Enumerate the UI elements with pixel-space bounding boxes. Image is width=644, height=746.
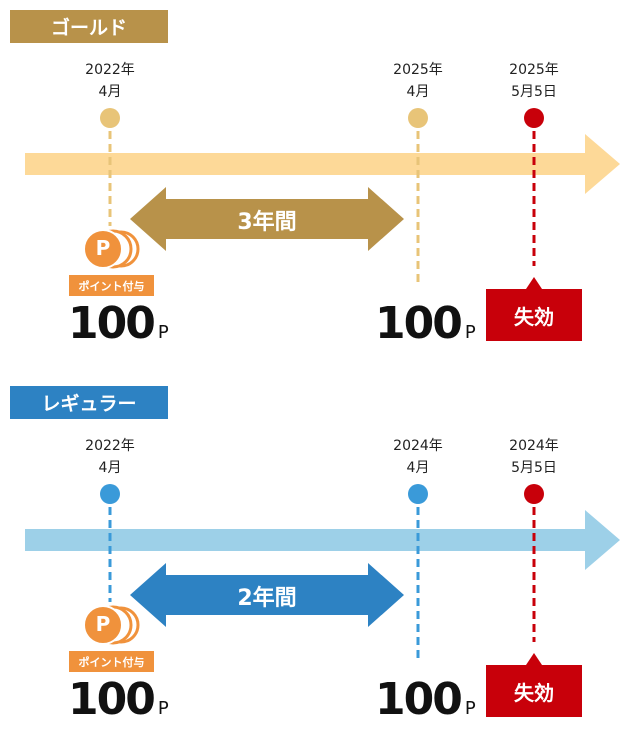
- timeline-graphic: [25, 484, 620, 662]
- duration-label: 3年間: [237, 210, 297, 235]
- start-dot: [100, 108, 120, 128]
- granted-points: 100 P: [68, 674, 169, 725]
- timeline-section: レギュラー 2022年 4月 2024年 4月 2024年 5月5日 2年間 P ポイ…: [0, 376, 644, 746]
- remaining-points: 100 P: [375, 298, 476, 349]
- duration-label: 2年間: [237, 586, 297, 611]
- end-dot: [408, 108, 428, 128]
- granted-points: 100 P: [68, 298, 169, 349]
- end-dot: [408, 484, 428, 504]
- start-date: 2022年 4月: [85, 62, 135, 100]
- expiry-date: 2025年 5月5日: [509, 62, 559, 100]
- timeline-section: ゴールド 2022年 4月 2025年 4月 2025年 5月5日 3年間 P ポイン…: [0, 0, 644, 370]
- expiry-date: 2024年 5月5日: [509, 438, 559, 476]
- expired-label: 失効: [486, 277, 582, 341]
- end-date: 2024年 4月: [393, 438, 443, 476]
- coin-icon: [83, 229, 140, 269]
- start-dot: [100, 484, 120, 504]
- start-date: 2022年 4月: [85, 438, 135, 476]
- coin-icon: [83, 605, 140, 645]
- timeline-arrow: [25, 510, 620, 570]
- coin-letter: P: [95, 612, 111, 636]
- timeline-graphic: [25, 108, 620, 286]
- coin-letter: P: [95, 236, 111, 260]
- tier-label: レギュラー: [10, 386, 168, 419]
- expiry-dot: [524, 484, 544, 504]
- points-granted-badge: ポイント付与: [69, 275, 154, 296]
- tier-label: ゴールド: [10, 10, 168, 43]
- points-granted-badge: ポイント付与: [69, 651, 154, 672]
- duration-double-arrow: [130, 187, 404, 251]
- timeline-arrow: [25, 134, 620, 194]
- end-date: 2025年 4月: [393, 62, 443, 100]
- expiry-dot: [524, 108, 544, 128]
- remaining-points: 100 P: [375, 674, 476, 725]
- expired-label: 失効: [486, 653, 582, 717]
- duration-double-arrow: [130, 563, 404, 627]
